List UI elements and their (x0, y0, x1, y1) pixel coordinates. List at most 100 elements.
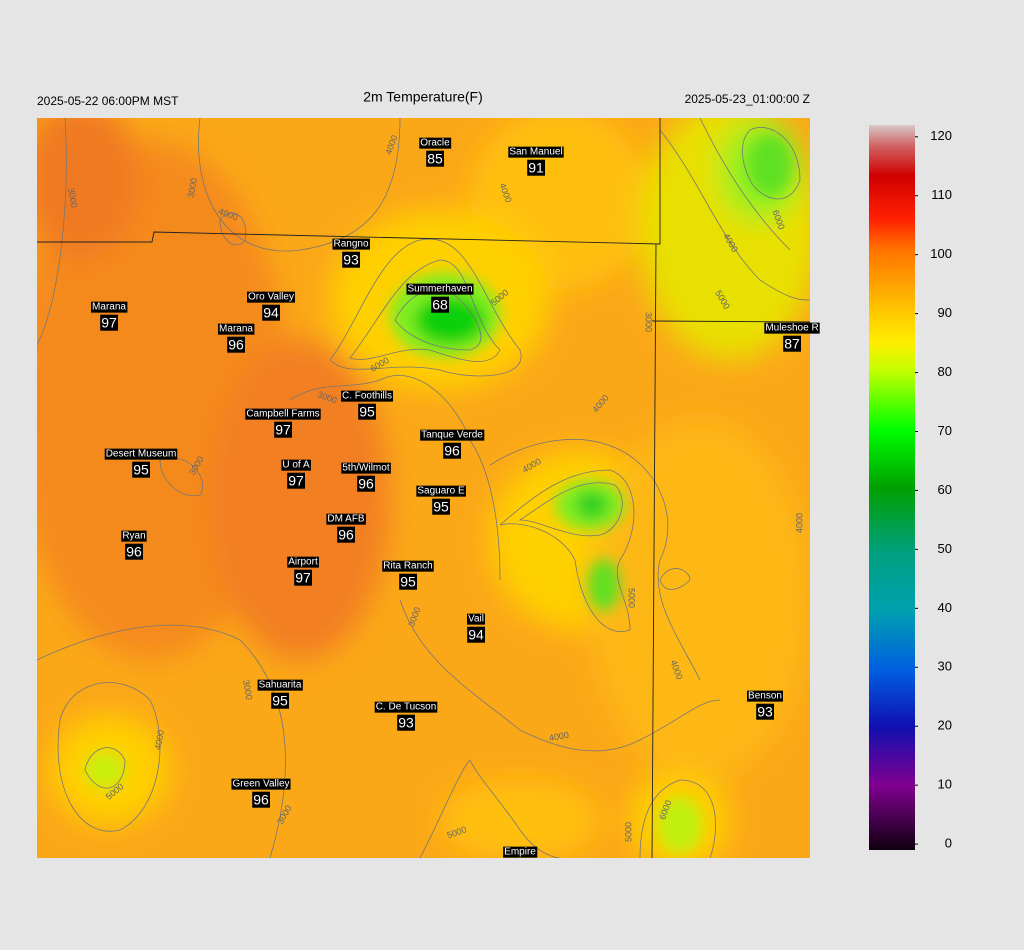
station-value-group: 93 (756, 703, 774, 720)
station-name: Airport (288, 557, 318, 568)
station-value-group: 96 (252, 791, 270, 808)
station-value-group: 91 (527, 159, 545, 176)
station-value: 95 (359, 404, 375, 420)
station-name: Oracle (420, 138, 450, 149)
station-value: 95 (400, 574, 416, 590)
station-value-box (399, 573, 417, 590)
station-value-box (262, 304, 280, 321)
station-value-box (132, 461, 150, 478)
station-value-box (443, 442, 461, 459)
colorbar (869, 125, 915, 850)
station-value: 95 (272, 693, 288, 709)
station-name-box (257, 679, 303, 691)
station-value: 96 (358, 476, 374, 492)
station-name-box (419, 137, 452, 149)
station-name-box (467, 613, 485, 625)
station-value: 94 (263, 305, 279, 321)
station-name: Tanque Verde (421, 430, 483, 441)
station-value-box (431, 296, 449, 313)
station-value-group: 96 (125, 543, 143, 560)
station-name-box (218, 323, 255, 335)
station-value: 97 (295, 570, 311, 586)
station-name-group: Sahuarita (257, 679, 303, 691)
station-name: Benson (748, 691, 782, 702)
station-name-box (104, 448, 178, 460)
station-name-box (406, 283, 474, 295)
temperature-field (37, 118, 810, 858)
station-name: C. Foothills (342, 391, 392, 402)
station-name-group: Campbell Farms (245, 408, 321, 420)
colorbar-tick-label: 120 (930, 128, 952, 143)
station-value-group: 97 (287, 472, 305, 489)
station-name: C. De Tucson (376, 702, 437, 713)
station-value-group: 96 (357, 475, 375, 492)
valid-time-local: 2025-05-22 06:00PM MST (37, 94, 179, 108)
station-name-group: U of A (281, 459, 311, 471)
station-name-group: C. De Tucson (374, 701, 438, 713)
colorbar-tick-label: 0 (945, 836, 952, 851)
station-value: 94 (468, 627, 484, 643)
station-name-group: Rangno (332, 238, 370, 250)
station-value-group: 97 (274, 421, 292, 438)
station-value-box (287, 472, 305, 489)
colorbar-tick-label: 60 (938, 482, 952, 497)
station-name-group: Oracle (419, 137, 452, 149)
station-value-box (357, 475, 375, 492)
station-value: 85 (427, 151, 443, 167)
station-name-group: Green Valley (231, 778, 291, 790)
station-name: Ryan (122, 531, 145, 542)
colorbar-tick-label: 110 (931, 187, 952, 202)
station-value-group: 93 (342, 251, 360, 268)
station-value-group: 94 (467, 626, 485, 643)
station-name: 5th/Wilmot (342, 463, 389, 474)
station-value-group: 94 (262, 304, 280, 321)
colorbar-tick-label: 30 (938, 659, 952, 674)
station-name-box (245, 408, 321, 420)
station-value: 95 (133, 462, 149, 478)
station-name: Marana (92, 302, 126, 313)
station-value-box (337, 526, 355, 543)
station-value: 95 (433, 499, 449, 515)
station-value-box (527, 159, 545, 176)
station-name-group: Tanque Verde (420, 429, 485, 441)
colorbar-tick-label: 100 (930, 246, 952, 261)
station-value: 68 (432, 297, 448, 313)
station-value: 96 (126, 544, 142, 560)
station-value-box (294, 569, 312, 586)
station-name-box (281, 459, 311, 471)
contour-label: 4000 (794, 513, 804, 533)
station-value: 93 (343, 252, 359, 268)
station-value: 97 (101, 315, 117, 331)
station-name: Desert Museum (106, 449, 177, 460)
station-value-group: 96 (227, 336, 245, 353)
station-value-group: 95 (432, 498, 450, 515)
station-value: 97 (288, 473, 304, 489)
contour-label: 4000 (153, 729, 166, 750)
colorbar-tick-label: 50 (938, 541, 952, 556)
station-value-box (342, 251, 360, 268)
station-name-group: 5th/Wilmot (341, 462, 391, 474)
contour-label: 4000 (548, 730, 569, 743)
colorbar-tick-label: 10 (938, 777, 952, 792)
station-name-box (287, 556, 319, 568)
contour-label: 5000 (627, 588, 637, 608)
station-name-box (332, 238, 370, 250)
valid-time-utc: 2025-05-23_01:00:00 Z (685, 92, 810, 106)
station-value-group: 95 (271, 692, 289, 709)
colorbar-tick-label: 70 (938, 423, 952, 438)
station-name-box (247, 291, 295, 303)
station-name-box (326, 513, 366, 525)
station-name-group: Muleshoe R (764, 322, 820, 334)
contour-label: 3000 (66, 187, 79, 208)
station-name: San Manuel (509, 147, 562, 158)
station-value-box (125, 543, 143, 560)
colorbar-tick-label: 20 (938, 718, 952, 733)
contour-label: 5000 (623, 822, 633, 842)
station-name: DM AFB (327, 514, 365, 525)
station-value: 93 (757, 704, 773, 720)
station-name-group: Saguaro E (416, 485, 466, 497)
station-value: 96 (338, 527, 354, 543)
station-name-box (503, 846, 538, 858)
colorbar-tick-label: 90 (938, 305, 952, 320)
